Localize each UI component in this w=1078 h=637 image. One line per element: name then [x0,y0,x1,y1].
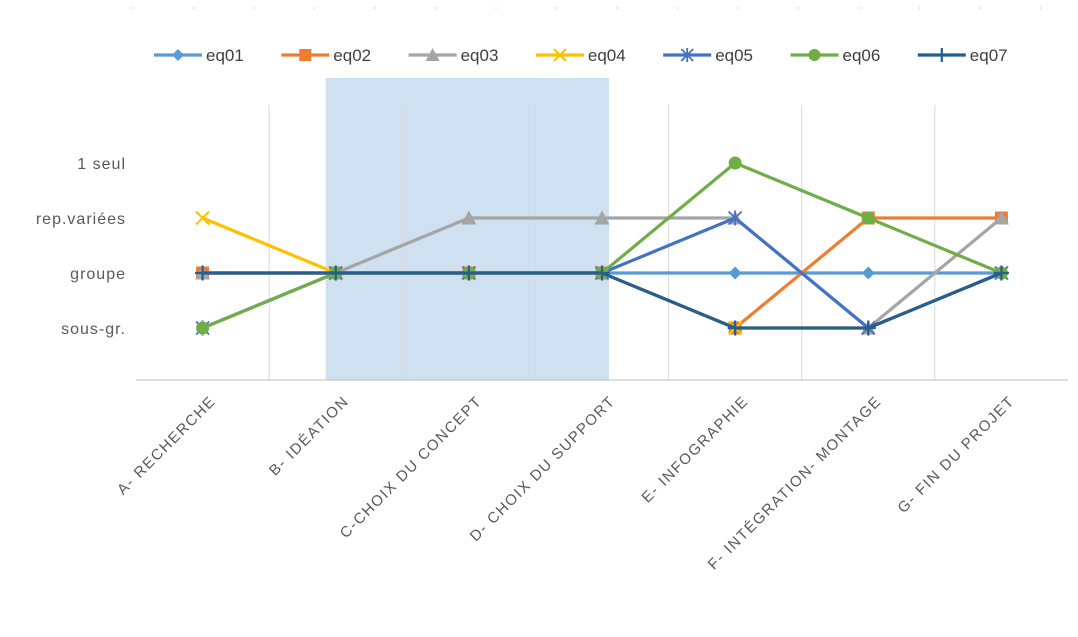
data-point [993,265,1009,281]
legend-label: eq04 [588,46,626,65]
data-point [195,265,211,281]
top-dot [313,7,316,9]
data-point [425,48,440,61]
data-point [461,265,477,281]
data-point [728,210,743,226]
data-point [594,210,610,225]
legend-item: eq03 [408,46,499,65]
data-point [861,266,875,280]
top-dot [858,7,860,9]
x-tick-label: C-CHOIX DU CONCEPT [337,393,486,542]
top-dot [132,7,134,9]
y-tick-label: rep.variées [36,211,126,228]
data-point [594,265,610,281]
top-dot [495,7,497,9]
data-point [172,49,184,61]
legend-label: eq03 [461,46,499,65]
top-dot [918,7,921,9]
x-tick-label: E- INFOGRAPHIE [638,393,752,507]
data-point [934,48,949,62]
legend-label: eq07 [970,46,1008,65]
data-point [727,320,743,336]
legend-item: eq06 [790,46,881,65]
top-dot [253,7,255,9]
data-point [728,266,742,280]
top-dot [1039,7,1042,9]
legend-label: eq01 [206,46,244,65]
data-point [299,49,312,61]
top-dot [979,7,981,9]
data-point [861,211,875,225]
x-tick-label: D- CHOIX DU SUPPORT [467,393,619,545]
data-point [328,265,344,281]
legend-label: eq06 [843,46,881,65]
x-tick-label: G- FIN DU PROJET [894,393,1018,517]
top-dot [737,7,739,9]
top-dot [797,7,800,9]
data-point [553,48,567,62]
x-tick-label: B- IDÉATION [266,393,353,480]
legend-item: eq05 [663,46,753,65]
data-point [860,320,876,336]
y-tick-label: 1 seul [77,156,126,173]
legend-item: eq01 [154,46,244,65]
data-point [728,156,742,170]
top-dot [374,7,376,9]
data-point [680,48,694,62]
highlight-band [325,78,609,380]
series-eq07 [195,265,1009,336]
legend-item: eq02 [281,46,371,65]
data-point [993,210,1009,225]
legend-item: eq07 [917,46,1008,65]
data-point [196,321,210,335]
legend-label: eq05 [715,46,753,65]
legend-label: eq02 [333,46,371,65]
top-dot [555,7,558,9]
data-point [195,210,210,226]
top-dot [616,7,618,9]
data-point [808,49,821,61]
top-dot [192,7,195,9]
legend-item: eq04 [535,46,626,65]
y-tick-label: sous-gr. [61,321,126,338]
y-tick-label: groupe [70,266,126,283]
top-dot [676,7,679,9]
data-point [461,210,477,225]
x-tick-label: A- RECHERCHE [114,393,219,498]
top-dot [434,7,437,9]
